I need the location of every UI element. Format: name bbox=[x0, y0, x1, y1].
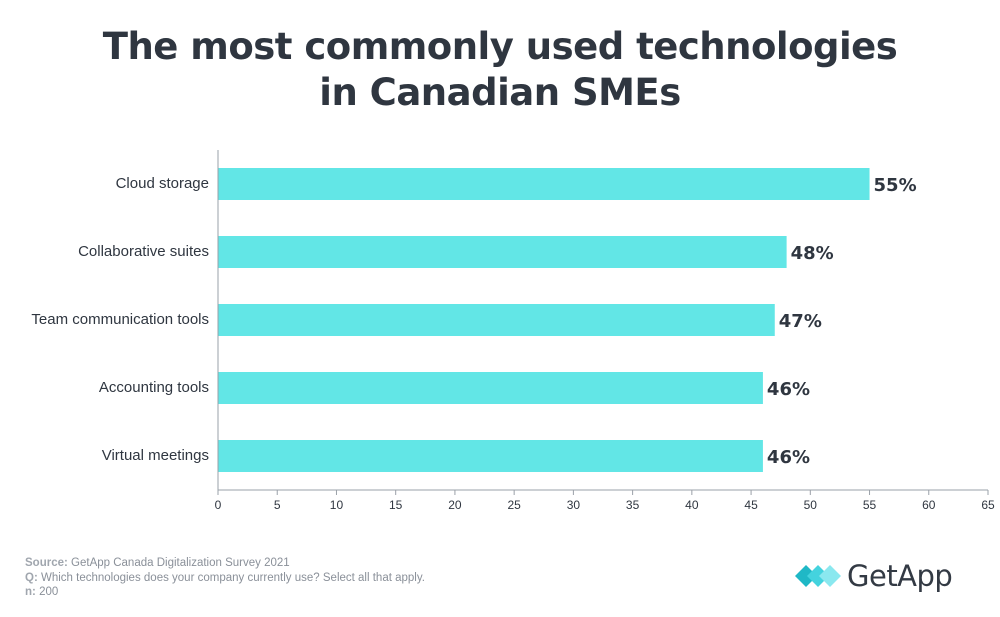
chart-title: The most commonly used technologies in C… bbox=[0, 24, 1000, 116]
data-label-2: 48% bbox=[791, 243, 834, 264]
category-label-1: Cloud storage bbox=[116, 175, 209, 192]
data-label-4: 46% bbox=[767, 379, 810, 400]
data-label-1: 55% bbox=[874, 175, 917, 196]
data-labels-group: 55% 48% 47% 46% 46% bbox=[767, 175, 917, 468]
x-tick-label-6: 25 bbox=[507, 498, 521, 512]
source-text: GetApp Canada Digitalization Survey 2021 bbox=[71, 557, 290, 569]
chart-title-line-1: The most commonly used technologies bbox=[102, 25, 898, 68]
x-tick-label-5: 20 bbox=[448, 498, 462, 512]
category-label-3: Team communication tools bbox=[31, 311, 209, 328]
question-key: Q: bbox=[25, 571, 38, 584]
x-tick-label-11: 50 bbox=[804, 498, 818, 512]
x-tick-label-7: 30 bbox=[567, 498, 581, 512]
source-key: Source: bbox=[25, 557, 68, 569]
sample-size-text: 200 bbox=[39, 586, 59, 598]
category-label-5: Virtual meetings bbox=[102, 447, 209, 464]
chart-footer: Source: GetApp Canada Digitalization Sur… bbox=[25, 556, 425, 600]
x-tick-label-4: 15 bbox=[389, 498, 403, 512]
x-tick-label-1: 0 bbox=[215, 498, 222, 512]
data-label-3: 47% bbox=[779, 311, 822, 332]
x-tick-label-8: 35 bbox=[626, 498, 640, 512]
x-tick-label-9: 40 bbox=[685, 498, 699, 512]
sample-size-key: n: bbox=[25, 586, 36, 598]
question-text: Which technologies does your company cur… bbox=[40, 571, 425, 584]
category-label-4: Accounting tools bbox=[99, 379, 209, 396]
source-line: Source: GetApp Canada Digitalization Sur… bbox=[25, 556, 425, 571]
x-tick-label-14: 65 bbox=[981, 498, 995, 512]
x-axis-ticks-group: 0 5 10 15 20 25 30 35 40 45 50 55 60 65 bbox=[215, 490, 995, 512]
x-tick-label-12: 55 bbox=[863, 498, 877, 512]
chart-title-line-2: in Canadian SMEs bbox=[319, 71, 681, 114]
category-label-2: Collaborative suites bbox=[78, 243, 209, 260]
sample-size-line: n: 200 bbox=[25, 585, 425, 600]
data-label-5: 46% bbox=[767, 447, 810, 468]
bar-3 bbox=[218, 304, 775, 336]
question-line: Q: Which technologies does your company … bbox=[25, 571, 425, 586]
x-tick-label-10: 45 bbox=[744, 498, 758, 512]
x-tick-label-3: 10 bbox=[330, 498, 344, 512]
bar-4 bbox=[218, 372, 763, 404]
x-tick-label-13: 60 bbox=[922, 498, 936, 512]
getapp-logo: GetApp bbox=[795, 558, 953, 594]
x-tick-label-2: 5 bbox=[274, 498, 281, 512]
bar-5 bbox=[218, 440, 763, 472]
bar-1 bbox=[218, 168, 870, 200]
category-labels-group: Cloud storage Collaborative suites Team co… bbox=[31, 175, 209, 464]
getapp-logo-mark-icon bbox=[795, 565, 841, 587]
bar-2 bbox=[218, 236, 787, 268]
bars-group bbox=[218, 168, 870, 472]
getapp-logo-text: GetApp bbox=[847, 559, 953, 593]
